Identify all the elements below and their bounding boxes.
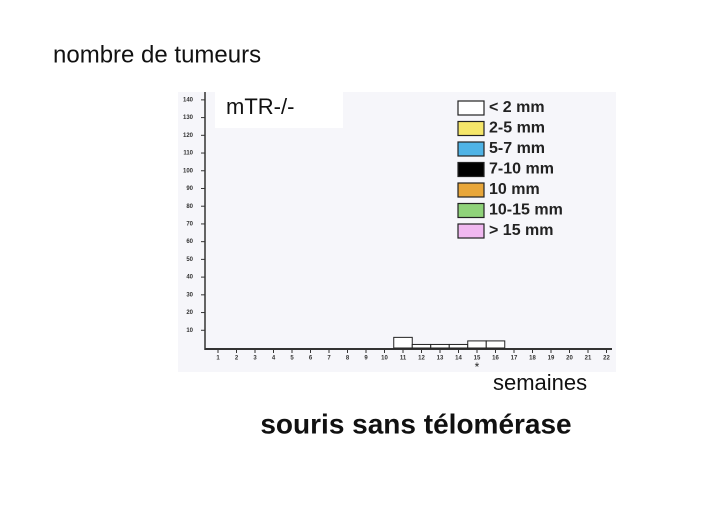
- y-tick-label: 90: [186, 186, 193, 192]
- bar-segment: [393, 336, 413, 349]
- x-tick-label: 16: [492, 356, 499, 362]
- legend-label: 2-5 mm: [489, 120, 545, 137]
- legend-label: > 15 mm: [489, 222, 553, 239]
- star-annotation: *: [475, 360, 480, 374]
- inset-label: mTR-/-: [226, 94, 294, 119]
- legend-label: < 2 mm: [489, 99, 545, 116]
- x-tick-label: 10: [381, 356, 388, 362]
- y-tick-label: 60: [186, 239, 193, 245]
- y-tick-label: 10: [186, 328, 193, 334]
- legend-label: 10-15 mm: [489, 202, 563, 219]
- x-tick-label: 5: [290, 356, 294, 362]
- x-tick-label: 12: [418, 356, 425, 362]
- y-tick-label: 110: [183, 151, 193, 157]
- x-tick-label: 19: [548, 356, 555, 362]
- chart-title: souris sans télomérase: [260, 408, 571, 439]
- y-tick-label: 130: [183, 115, 194, 121]
- x-tick-label: 18: [529, 356, 536, 362]
- bar-segment: [448, 343, 469, 349]
- x-tick-label: 13: [437, 356, 444, 362]
- y-tick-label: 20: [186, 310, 193, 316]
- x-tick-label: 8: [346, 356, 350, 362]
- x-tick-label: 20: [566, 356, 573, 362]
- plot-area: [178, 92, 616, 372]
- x-tick-label: 9: [364, 356, 368, 362]
- bar-segment: [485, 340, 506, 349]
- legend-swatch: [457, 100, 485, 116]
- x-tick-label: 2: [235, 356, 239, 362]
- legend-label: 7-10 mm: [489, 161, 554, 178]
- x-tick-label: 11: [400, 356, 407, 362]
- x-tick-label: 6: [309, 356, 313, 362]
- y-tick-label: 30: [186, 292, 193, 298]
- legend-swatch: [457, 202, 485, 219]
- legend-swatch: [457, 223, 485, 239]
- y-tick-label: 100: [183, 168, 194, 174]
- x-tick-label: 21: [585, 356, 592, 362]
- bar-segment: [411, 343, 432, 349]
- legend-swatch: [457, 182, 485, 198]
- legend-swatch: [457, 141, 485, 157]
- x-tick-label: 14: [455, 356, 462, 362]
- x-tick-label: 7: [327, 356, 331, 362]
- x-tick-label: 1: [216, 356, 220, 362]
- y-tick-label: 40: [186, 275, 193, 281]
- y-tick-label: 50: [186, 257, 193, 263]
- legend-swatch: [457, 120, 485, 137]
- x-tick-label: 17: [511, 356, 518, 362]
- y-tick-label: 120: [183, 133, 194, 139]
- inset-label-box: [215, 92, 343, 128]
- x-tick-label: 15: [474, 356, 481, 362]
- y-tick-label: 70: [186, 222, 193, 228]
- x-axis-label: semaines: [493, 370, 587, 395]
- legend-swatch: [457, 161, 485, 178]
- x-tick-label: 4: [272, 356, 276, 362]
- legend-label: 10 mm: [489, 181, 540, 198]
- legend-label: 5-7 mm: [489, 140, 545, 157]
- x-tick-label: 3: [253, 356, 257, 362]
- bar-segment: [430, 343, 450, 349]
- y-tick-label: 140: [183, 97, 194, 103]
- bar-segment: [467, 340, 487, 349]
- y-tick-label: 80: [186, 204, 193, 210]
- y-axis-label: nombre de tumeurs: [53, 41, 261, 68]
- x-tick-label: 22: [603, 356, 610, 362]
